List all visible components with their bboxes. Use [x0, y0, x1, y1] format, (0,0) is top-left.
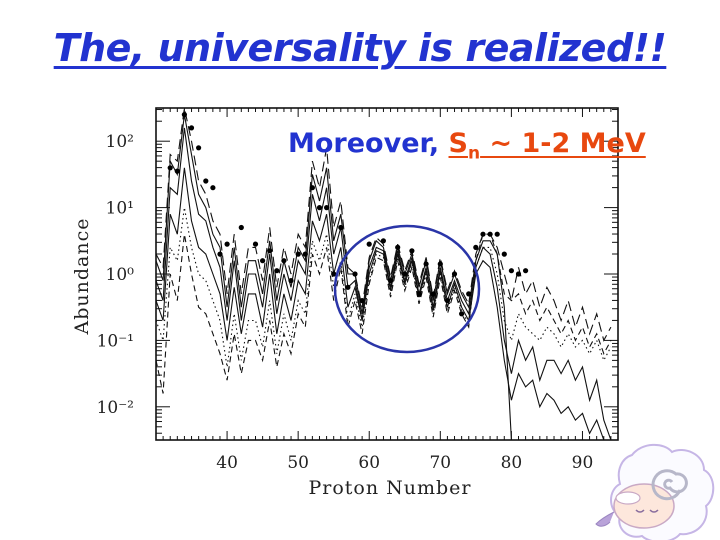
highlight-circle — [333, 224, 481, 354]
solar-data-point — [217, 251, 223, 257]
y-tick-label: 10⁻² — [97, 398, 134, 418]
sheep-icon — [595, 443, 715, 540]
solar-data-point — [260, 258, 266, 264]
solar-data-point — [174, 168, 180, 174]
solar-data-point — [416, 291, 422, 297]
solar-data-point — [359, 298, 365, 304]
solar-data-point — [380, 238, 386, 244]
solar-data-point — [444, 298, 450, 304]
solar-data-point — [352, 271, 358, 277]
series-line-5 — [156, 233, 612, 394]
solar-data-point — [302, 251, 308, 257]
solar-data-point — [331, 271, 337, 277]
solar-data-point — [210, 185, 216, 191]
series-line-3 — [156, 167, 611, 440]
x-tick-label: 80 — [501, 453, 523, 473]
x-tick-label: 40 — [216, 453, 238, 473]
solar-data-point — [224, 241, 230, 247]
solar-data-point — [451, 271, 458, 277]
solar-data-point — [402, 271, 408, 277]
series-line-2 — [156, 127, 612, 440]
solar-data-point — [324, 205, 330, 211]
solar-data-point — [288, 278, 294, 284]
x-tick-label: 90 — [572, 453, 594, 473]
y-tick-label: 10¹ — [106, 199, 134, 219]
solar-data-point — [466, 291, 472, 297]
y-tick-label: 10² — [106, 132, 134, 152]
series-line-6 — [156, 108, 612, 342]
series-line-1 — [156, 114, 611, 440]
solar-data-point — [281, 258, 287, 264]
solar-data-point — [295, 251, 301, 257]
y-tick-label: 10⁻¹ — [97, 331, 134, 351]
x-tick-label: 60 — [358, 453, 380, 473]
solar-data-point — [388, 278, 394, 284]
solar-data-point — [267, 248, 273, 254]
solar-data-point — [515, 271, 522, 277]
solar-data-point — [473, 244, 479, 250]
sn-annotation: Moreover, Sn ~ 1-2 MeV — [288, 128, 646, 163]
note-subscript: n — [467, 143, 481, 164]
solar-data-point — [338, 224, 344, 231]
series-line-4 — [156, 207, 612, 368]
solar-data-point — [523, 268, 529, 274]
solar-data-point — [196, 145, 202, 151]
x-axis-title: Proton Number — [308, 477, 471, 499]
note-sn-value: Sn ~ 1-2 MeV — [448, 128, 646, 163]
y-axis-title: Abundance — [71, 218, 93, 336]
solar-data-point — [494, 231, 500, 237]
solar-data-point — [459, 311, 465, 317]
solar-data-point — [366, 241, 372, 247]
solar-data-point — [316, 205, 323, 211]
solar-data-point — [188, 125, 195, 131]
solar-data-point — [508, 268, 514, 274]
solar-data-point — [430, 291, 436, 297]
solar-data-point — [274, 268, 280, 274]
note-value: ~ 1-2 MeV — [480, 128, 646, 159]
solar-data-point — [203, 178, 209, 184]
x-tick-label: 50 — [287, 453, 309, 473]
solar-data-point — [395, 244, 401, 250]
solar-data-point — [437, 261, 443, 267]
solar-data-point — [409, 248, 415, 254]
solar-data-point — [487, 231, 493, 237]
x-tick-label: 70 — [429, 453, 451, 473]
solar-data-point — [252, 241, 259, 247]
solar-data-point — [238, 224, 244, 231]
solar-data-point — [345, 284, 351, 290]
slide-title: The, universality is realized!! — [53, 26, 667, 70]
solar-data-point — [309, 185, 315, 191]
solar-data-point — [501, 251, 507, 257]
note-prefix: Moreover, — [288, 128, 449, 159]
solar-data-point — [181, 112, 187, 118]
y-tick-label: 10⁰ — [106, 265, 135, 285]
solar-data-point — [167, 165, 173, 171]
note-symbol: S — [448, 128, 468, 159]
solar-data-point — [423, 261, 429, 267]
solar-data-point — [480, 231, 486, 237]
